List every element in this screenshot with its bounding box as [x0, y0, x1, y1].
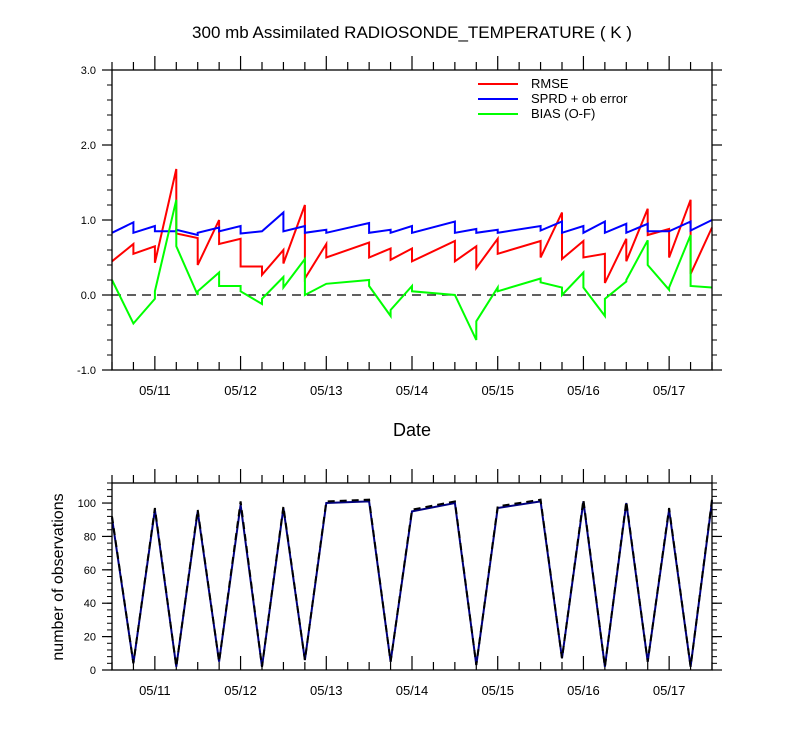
bottom-chart-x-tick-label: 05/16 [567, 683, 600, 698]
bottom-chart-y-tick-label: 40 [84, 598, 96, 610]
top-chart-x-tick-label: 05/14 [396, 383, 429, 398]
top-chart-y-tick-label: 2.0 [81, 140, 96, 152]
top-chart-series-bias-o-f [111, 199, 713, 341]
top-chart-x-tick-labels: 05/11 05/12 05/13 05/14 05/15 05/16 05/17 [139, 383, 685, 398]
bottom-chart-y-tick-label: 80 [84, 531, 96, 543]
bottom-chart-y-axis-label: number of observations [50, 493, 67, 660]
top-chart-series [111, 168, 713, 341]
top-chart-series-sprd-ob-error [111, 210, 713, 237]
top-chart-frame [111, 69, 713, 371]
top-chart-y-tick-label: 1.0 [81, 215, 96, 227]
bottom-chart-y-tick-label: 60 [84, 565, 96, 577]
bottom-chart-frame [111, 482, 713, 671]
bottom-chart-x-tick-label: 05/12 [224, 683, 257, 698]
bottom-chart-x-tick-label: 05/13 [310, 683, 343, 698]
bottom-chart-x-tick-label: 05/11 [139, 683, 171, 698]
top-chart-title: 300 mb Assimilated RADIOSONDE_TEMPERATUR… [192, 23, 632, 42]
top-chart-x-tick-label: 05/13 [310, 383, 343, 398]
bottom-chart-series-observations-dashed [111, 498, 713, 667]
bottom-chart-x-tick-label: 05/15 [481, 683, 514, 698]
top-chart-x-tick-label: 05/12 [224, 383, 257, 398]
top-chart-x-tick-label: 05/17 [653, 383, 686, 398]
bottom-chart-y-tick-labels: 0 20 40 60 80 100 [78, 498, 96, 677]
top-chart-x-tick-label: 05/15 [481, 383, 514, 398]
top-chart-y-tick-label: 0.0 [81, 290, 96, 302]
top-chart-y-tick-labels: -1.0 0.0 1.0 2.0 3.0 [77, 65, 96, 377]
bottom-chart-x-tick-label: 05/17 [653, 683, 686, 698]
top-chart-x-tick-label: 05/11 [139, 383, 171, 398]
bottom-chart-x-tick-labels: 05/11 05/12 05/13 05/14 05/15 05/16 05/17 [139, 683, 685, 698]
top-chart-series-rmse [111, 168, 713, 284]
bottom-chart-x-tick-label: 05/14 [396, 683, 429, 698]
top-chart-ticks [102, 56, 722, 371]
bottom-chart-y-tick-label: 0 [90, 665, 96, 677]
legend-label: RMSE [531, 76, 569, 91]
bottom-chart-y-tick-label: 20 [84, 632, 96, 644]
legend-label: BIAS (O-F) [531, 106, 595, 121]
top-chart-x-axis-label: Date [393, 420, 431, 440]
legend-label: SPRD + ob error [531, 91, 628, 106]
bottom-chart-y-tick-label: 100 [78, 498, 96, 510]
top-chart-y-tick-label: 3.0 [81, 65, 96, 77]
top-chart-y-tick-label: -1.0 [77, 365, 96, 377]
top-chart-x-tick-label: 05/16 [567, 383, 600, 398]
bottom-chart-series [111, 498, 713, 667]
